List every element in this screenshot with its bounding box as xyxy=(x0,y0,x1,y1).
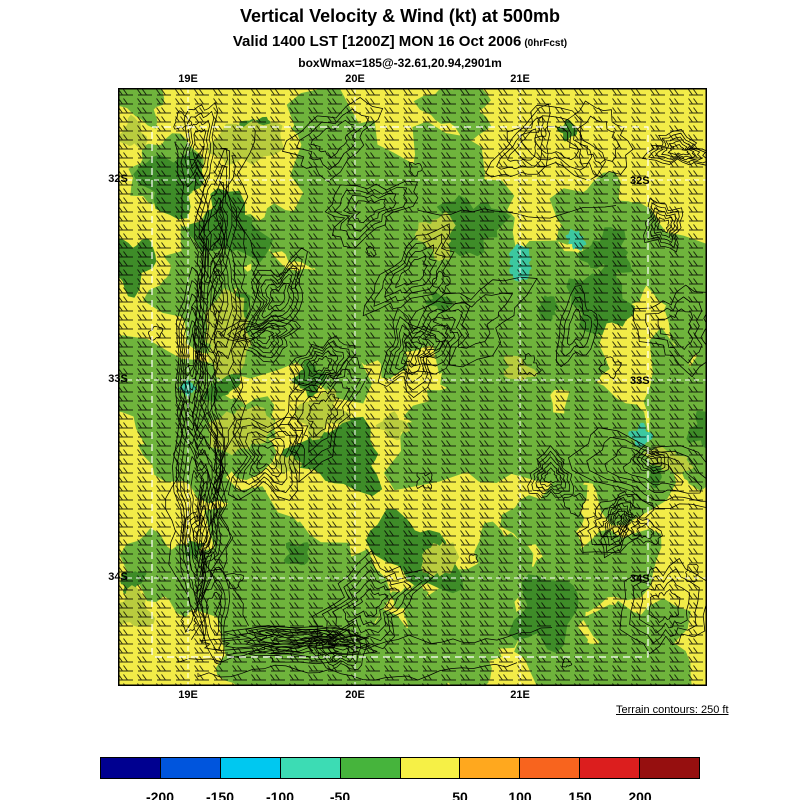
forecast-hour-suffix: (0hrFcst) xyxy=(524,38,568,49)
colorbar-cell xyxy=(639,758,700,778)
y-axis-tick-left: 33S xyxy=(108,373,128,385)
colorbar xyxy=(100,757,700,779)
right-lat-label: 33S xyxy=(630,375,650,387)
colorbar-tick-label: 150 xyxy=(568,789,592,800)
terrain-contours-note: Terrain contours: 250 ft xyxy=(616,704,729,716)
valid-time-line: Valid 1400 LST [1200Z] MON 16 Oct 2006 (0… xyxy=(0,33,800,50)
colorbar-cell xyxy=(101,758,160,778)
colorbar-tick-label: -150 xyxy=(205,789,235,800)
x-axis-tick-top: 19E xyxy=(178,73,198,85)
colorbar-cell xyxy=(519,758,580,778)
right-lat-label: 32S xyxy=(630,175,650,187)
colorbar-tick-label: 200 xyxy=(628,789,652,800)
colorbar-cell xyxy=(339,758,400,778)
x-axis-tick-bottom: 19E xyxy=(178,689,198,701)
colorbar-tick-label: 50 xyxy=(452,789,468,800)
colorbar-cell xyxy=(399,758,460,778)
x-axis-tick-top: 20E xyxy=(345,73,365,85)
x-axis-tick-bottom: 21E xyxy=(510,689,530,701)
y-axis-tick-left: 32S xyxy=(108,173,128,185)
valid-time-text: Valid 1400 LST [1200Z] MON 16 Oct 2006 xyxy=(232,33,522,50)
colorbar-tick-label: -50 xyxy=(329,789,351,800)
colorbar-cell xyxy=(579,758,640,778)
colorbar-tick-label: -100 xyxy=(265,789,295,800)
x-axis-tick-top: 21E xyxy=(510,73,530,85)
wmax-info-line: boxWmax=185@-32.61,20.94,2901m xyxy=(298,56,502,70)
map-canvas: 32S 33S 34S xyxy=(118,88,707,686)
chart-title: Vertical Velocity & Wind (kt) at 500mb xyxy=(240,6,560,26)
colorbar-tick-label: 100 xyxy=(508,789,532,800)
right-lat-label: 34S xyxy=(630,573,650,585)
colorbar-cell xyxy=(219,758,280,778)
colorbar-cell xyxy=(159,758,220,778)
colorbar-cell xyxy=(279,758,340,778)
colorbar-cell xyxy=(459,758,520,778)
x-axis-tick-bottom: 20E xyxy=(345,689,365,701)
y-axis-tick-left: 34S xyxy=(108,571,128,583)
colorbar-tick-label: -200 xyxy=(145,789,175,800)
